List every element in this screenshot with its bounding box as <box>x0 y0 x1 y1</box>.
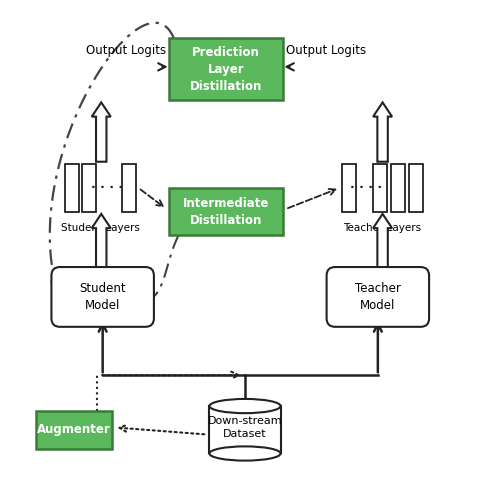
Text: Output Logits: Output Logits <box>286 44 366 57</box>
Text: · · · ·: · · · · <box>350 181 382 194</box>
FancyBboxPatch shape <box>51 267 154 327</box>
Text: Intermediate
Distillation: Intermediate Distillation <box>183 196 269 227</box>
Bar <box>209 406 281 454</box>
Text: Student Layers: Student Layers <box>61 223 140 233</box>
Text: Down-stream
Dataset: Down-stream Dataset <box>208 416 282 439</box>
FancyBboxPatch shape <box>36 411 112 449</box>
Polygon shape <box>373 102 392 162</box>
Polygon shape <box>92 102 111 162</box>
Ellipse shape <box>209 399 281 413</box>
Polygon shape <box>373 214 392 273</box>
Bar <box>342 164 357 212</box>
Bar <box>65 164 79 212</box>
Bar <box>391 164 405 212</box>
Text: Teacher Layers: Teacher Layers <box>343 223 422 233</box>
FancyBboxPatch shape <box>169 188 283 235</box>
Bar <box>82 164 97 212</box>
Text: · · · ·: · · · · <box>91 181 123 194</box>
FancyBboxPatch shape <box>327 267 429 327</box>
Bar <box>409 164 423 212</box>
Bar <box>122 164 136 212</box>
Text: Augmenter: Augmenter <box>37 423 111 436</box>
FancyBboxPatch shape <box>169 38 283 100</box>
Text: Prediction
Layer
Distillation: Prediction Layer Distillation <box>190 46 262 93</box>
Polygon shape <box>92 214 111 273</box>
Text: Teacher
Model: Teacher Model <box>355 282 401 312</box>
Bar <box>373 164 387 212</box>
Ellipse shape <box>209 446 281 461</box>
Text: Output Logits: Output Logits <box>86 44 167 57</box>
Text: Student
Model: Student Model <box>79 282 126 312</box>
